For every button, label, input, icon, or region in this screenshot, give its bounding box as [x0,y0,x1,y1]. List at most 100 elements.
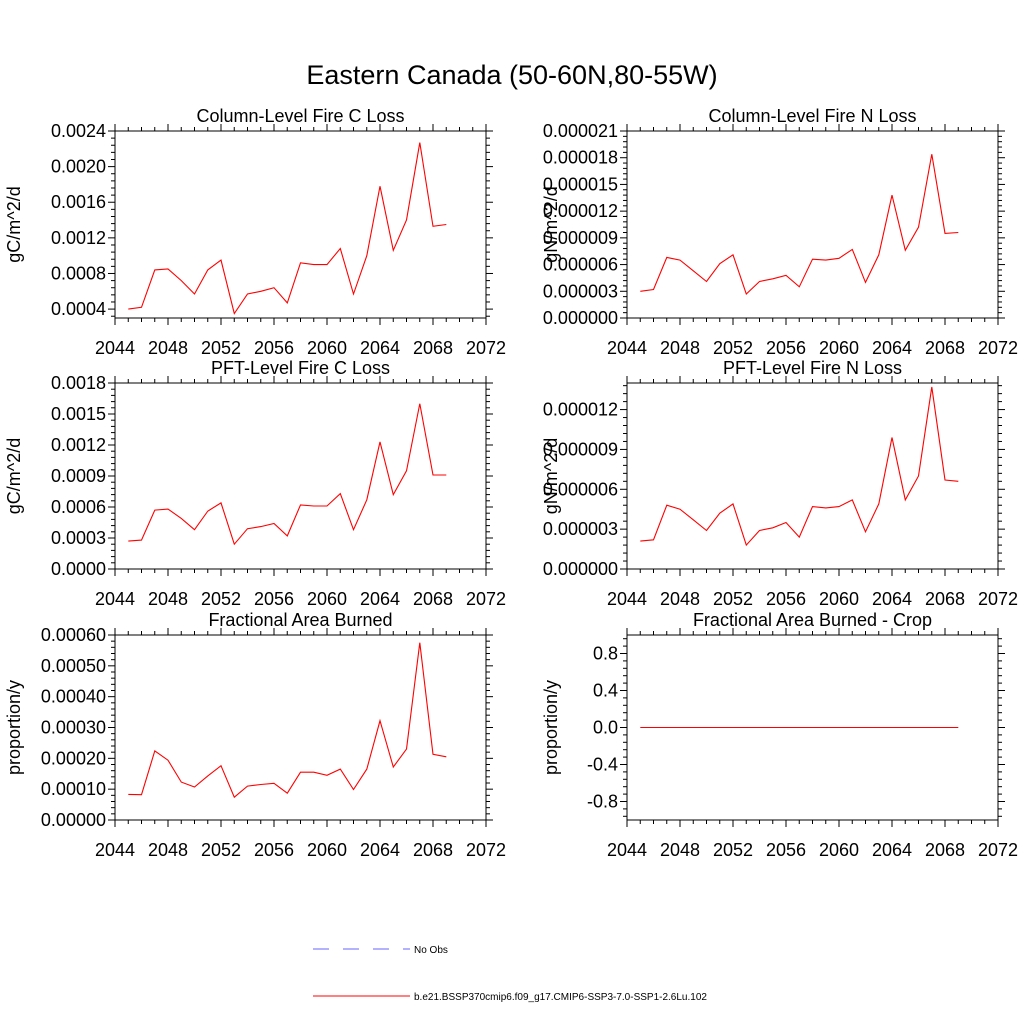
x-tick-label: 2060 [819,338,859,358]
x-tick-label: 2060 [819,840,859,860]
plot-frame [114,130,487,319]
x-tick-label: 2068 [413,840,453,860]
x-tick-label: 2068 [413,589,453,609]
legend: No Obs b.e21.BSSP370cmip6.f09_g17.CMIP6-… [313,945,707,1003]
y-tick-label: 0.0012 [51,228,106,248]
x-tick-label: 2072 [978,589,1018,609]
x-tick-label: 2064 [872,589,912,609]
chart-panel-2: Column-Level Fire N Loss 2044 2048 2052 2056… [541,106,1018,358]
y-tick-label: 0.0 [593,718,618,738]
x-tick-label: 2052 [201,338,241,358]
y-tick-label: -0.4 [587,755,618,775]
y-axis-label: gC/m^2/d [4,186,24,262]
x-tick-label: 2064 [360,338,400,358]
y-tick-label: 0.8 [593,644,618,664]
x-tick-label: 2060 [819,589,859,609]
y-tick-label: 0.000000 [543,308,618,328]
y-tick-label: 0.00010 [41,779,106,799]
x-tick-label: 2052 [201,840,241,860]
panel-grid: Column-Level Fire C Loss 2044 2048 2052 2056… [4,106,1018,860]
y-tick-label: 0.000006 [543,479,618,499]
plot-frame [626,130,999,319]
y-tick-label: 0.0015 [51,404,106,424]
chart-panel-4: PFT-Level Fire N Loss 2044 2048 2052 2056 206… [541,358,1018,609]
y-tick-label: 0.0000 [51,559,106,579]
figure-title: Eastern Canada (50-60N,80-55W) [306,60,717,90]
legend-label-model: b.e21.BSSP370cmip6.f09_g17.CMIP6-SSP3-7.… [414,992,707,1003]
x-tick-label: 2068 [925,840,965,860]
y-tick-label: 0.0012 [51,435,106,455]
x-tick-label: 2064 [360,840,400,860]
chart-panel-3: PFT-Level Fire C Loss 2044 2048 2052 2056 206… [4,358,506,609]
y-tick-label: 0.00040 [41,687,106,707]
y-tick-label: 0.0016 [51,192,106,212]
x-tick-label: 2056 [254,338,294,358]
x-tick-label: 2044 [607,338,647,358]
x-tick-label: 2044 [95,338,135,358]
y-tick-label: 0.0003 [51,528,106,548]
y-tick-label: 0.000009 [543,228,618,248]
y-tick-label: 0.000012 [543,400,618,420]
panel-title: Fractional Area Burned - Crop [693,610,932,630]
legend-label-no-obs: No Obs [414,945,448,956]
y-tick-label: 0.4 [593,681,618,701]
x-tick-label: 2044 [607,840,647,860]
x-tick-label: 2048 [148,589,188,609]
x-tick-label: 2052 [201,589,241,609]
x-tick-label: 2068 [925,338,965,358]
x-tick-label: 2064 [872,840,912,860]
panel-title: Column-Level Fire N Loss [708,106,916,126]
y-tick-label: 0.000015 [543,174,618,194]
panel-title: Column-Level Fire C Loss [196,106,404,126]
x-tick-label: 2068 [925,589,965,609]
x-tick-label: 2052 [713,840,753,860]
x-tick-label: 2048 [148,840,188,860]
x-tick-label: 2072 [978,338,1018,358]
series-line-1 [128,142,447,315]
x-tick-label: 2060 [307,589,347,609]
panel-title: PFT-Level Fire N Loss [723,358,902,378]
x-tick-label: 2056 [766,840,806,860]
y-tick-label: -0.8 [587,792,618,812]
y-tick-label: 0.0020 [51,157,106,177]
y-tick-label: 0.00020 [41,748,106,768]
series-line-1 [640,386,959,547]
x-tick-label: 2044 [95,589,135,609]
x-tick-label: 2048 [148,338,188,358]
x-tick-label: 2072 [978,840,1018,860]
plot-frame [114,382,487,570]
y-tick-label: 0.00050 [41,656,106,676]
x-tick-label: 2060 [307,840,347,860]
x-tick-label: 2044 [95,840,135,860]
y-axis-label: proportion/y [541,680,561,775]
y-tick-label: 0.0004 [51,299,106,319]
x-tick-label: 2056 [254,840,294,860]
x-tick-label: 2072 [466,589,506,609]
y-tick-label: 0.0024 [51,121,106,141]
x-tick-label: 2056 [766,589,806,609]
y-tick-label: 0.000009 [543,439,618,459]
x-tick-label: 2056 [766,338,806,358]
plot-frame [626,382,999,570]
y-tick-label: 0.000000 [543,559,618,579]
panel-title: Fractional Area Burned [208,610,392,630]
x-tick-label: 2052 [713,338,753,358]
x-tick-label: 2048 [660,840,700,860]
x-tick-label: 2068 [413,338,453,358]
x-tick-label: 2072 [466,338,506,358]
y-tick-label: 0.0008 [51,263,106,283]
y-tick-label: 0.00030 [41,718,106,738]
y-tick-label: 0.000018 [543,148,618,168]
series-line-1 [128,403,447,546]
x-tick-label: 2064 [872,338,912,358]
series-line-1 [640,154,959,295]
x-tick-label: 2060 [307,338,347,358]
y-axis-label: gC/m^2/d [4,438,24,514]
y-axis-label: proportion/y [4,680,24,775]
series-line-1 [128,642,447,799]
chart-panel-1: Column-Level Fire C Loss 2044 2048 2052 2056… [4,106,506,358]
y-tick-label: 0.000012 [543,201,618,221]
y-tick-label: 0.000003 [543,281,618,301]
